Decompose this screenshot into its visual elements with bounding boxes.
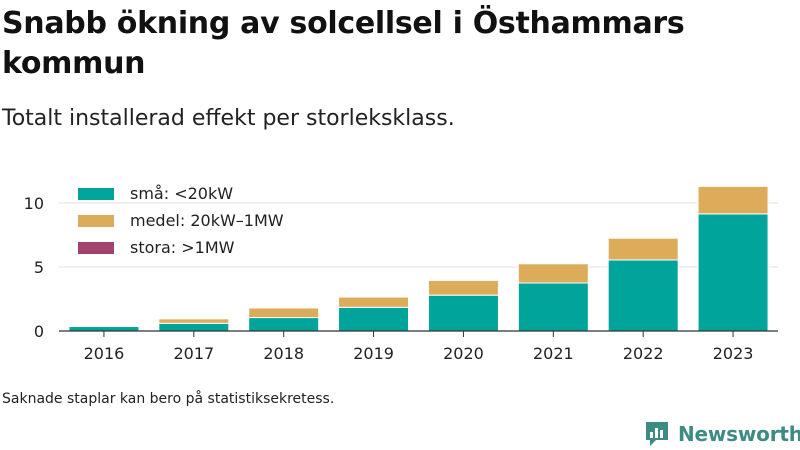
bar-2016-series-0 (68, 326, 140, 332)
legend-item-small: små: <20kW (78, 180, 284, 207)
legend-swatch-medium (78, 214, 114, 227)
bar-2018-series-1 (248, 307, 320, 319)
chart-title: Snabb ökning av solcellsel i Östhammars … (2, 6, 685, 81)
legend-item-large: stora: >1MW (78, 234, 284, 261)
chart-subtitle: Totalt installerad effekt per storlekskl… (2, 106, 455, 131)
bar-2022-series-0 (607, 259, 679, 332)
bar-2019-series-1 (338, 296, 410, 308)
chart-legend: små: <20kW medel: 20kW–1MW stora: >1MW (78, 180, 284, 261)
x-tick-label-2017: 2017 (173, 344, 214, 363)
footnote: Saknade staplar kan bero på statistiksek… (2, 391, 335, 407)
legend-item-medium: medel: 20kW–1MW (78, 207, 284, 234)
y-tick-label-0: 0 (34, 322, 44, 341)
bar-2021-series-1 (517, 263, 589, 284)
bar-2017-series-0 (158, 322, 230, 332)
x-tick-label-2020: 2020 (443, 344, 484, 363)
bar-2017-series-1 (158, 318, 230, 324)
bar-2019-series-0 (338, 306, 410, 332)
bar-2022-series-1 (607, 237, 679, 261)
x-tick-label-2022: 2022 (623, 344, 664, 363)
bar-2023-series-1 (697, 185, 769, 215)
y-tick-label-5: 5 (34, 258, 44, 277)
bar-2020-series-1 (427, 279, 499, 296)
brand-name: Newsworthy (678, 422, 800, 446)
y-tick-label-10: 10 (24, 194, 44, 213)
x-tick-label-2019: 2019 (353, 344, 394, 363)
bar-2018-series-0 (248, 317, 320, 332)
brand-logo: Newsworthy (644, 420, 800, 448)
bar-2023-series-0 (697, 213, 769, 332)
bar-2021-series-0 (517, 282, 589, 332)
x-tick-label-2021: 2021 (533, 344, 574, 363)
legend-label-large: stora: >1MW (130, 238, 235, 257)
legend-label-medium: medel: 20kW–1MW (130, 211, 284, 230)
legend-swatch-small (78, 187, 114, 200)
x-tick-label-2023: 2023 (713, 344, 754, 363)
newsworthy-logo-icon (646, 422, 668, 446)
legend-label-small: små: <20kW (130, 184, 234, 203)
legend-swatch-large (78, 241, 114, 254)
bar-2020-series-0 (427, 294, 499, 332)
x-tick-label-2016: 2016 (84, 344, 125, 363)
x-tick-label-2018: 2018 (263, 344, 304, 363)
